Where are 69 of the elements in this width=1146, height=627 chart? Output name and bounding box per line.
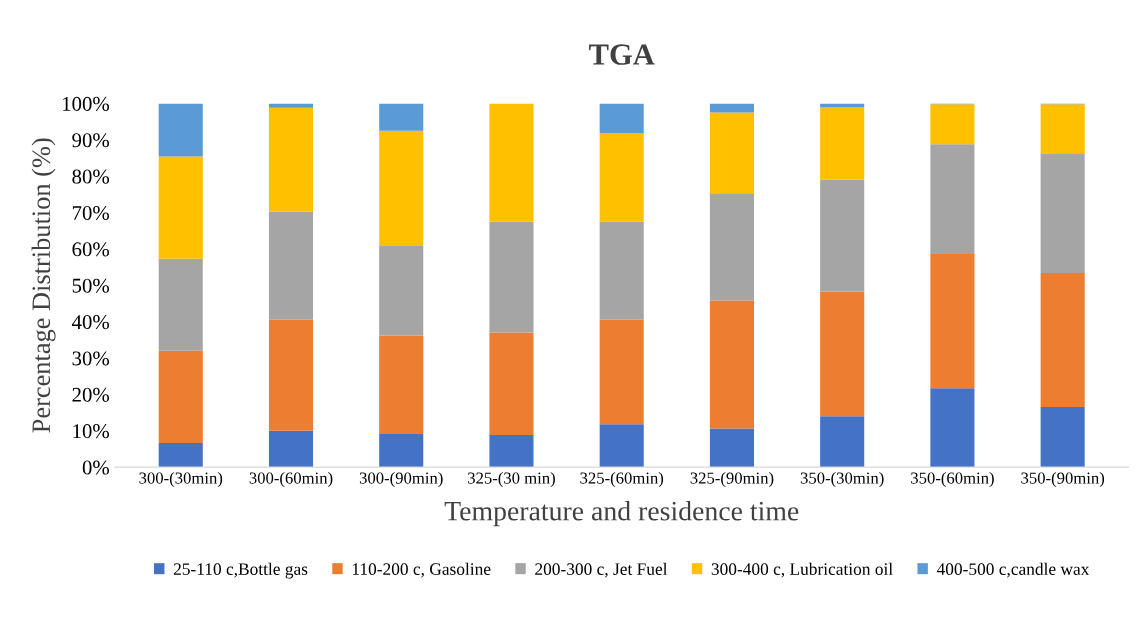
x-tick-label: 325-(90min) bbox=[690, 471, 774, 488]
legend-label: 25-110 c,Bottle gas bbox=[173, 562, 308, 579]
bar bbox=[1040, 407, 1085, 468]
x-tick-label: 350-(90min) bbox=[1021, 471, 1105, 488]
bar bbox=[379, 335, 424, 435]
y-axis-title: Percentage Distribution (%) bbox=[31, 138, 56, 433]
bar bbox=[158, 103, 203, 157]
bar bbox=[1040, 104, 1085, 154]
bar bbox=[709, 428, 754, 468]
bar bbox=[489, 103, 534, 222]
bar bbox=[1040, 154, 1085, 273]
bar bbox=[489, 435, 534, 468]
x-tick-label: 300-(90min) bbox=[359, 471, 443, 488]
legend-label: 300-400 c, Lubrication oil bbox=[711, 562, 893, 578]
bar bbox=[158, 350, 203, 444]
bar bbox=[489, 221, 534, 333]
x-tick-label: 325-(30 min) bbox=[468, 471, 555, 488]
bar bbox=[158, 443, 203, 468]
bar bbox=[599, 132, 644, 222]
bar bbox=[930, 254, 975, 389]
bar bbox=[709, 103, 754, 113]
x-tick-label: 350-(60min) bbox=[911, 471, 994, 488]
bar bbox=[820, 291, 865, 417]
bar bbox=[1040, 272, 1085, 408]
x-tick-label: 300-(30min) bbox=[139, 471, 223, 488]
bar bbox=[268, 319, 314, 431]
y-tick-label: 30% bbox=[72, 351, 110, 366]
bar bbox=[820, 416, 865, 468]
chart-title: TGA bbox=[589, 44, 655, 65]
bar bbox=[268, 211, 314, 320]
y-tick-label: 90% bbox=[72, 133, 110, 148]
y-tick-label: 0% bbox=[82, 460, 110, 475]
bar bbox=[379, 103, 424, 131]
bar bbox=[268, 103, 314, 108]
bar bbox=[709, 300, 754, 429]
bar bbox=[158, 258, 203, 351]
bar bbox=[930, 388, 975, 468]
bar bbox=[930, 104, 975, 145]
bar bbox=[599, 424, 644, 468]
y-tick-label: 50% bbox=[72, 278, 110, 293]
bar bbox=[599, 221, 644, 320]
legend-label: 400-500 c,candle wax bbox=[936, 562, 1090, 578]
legend-label: 110-200 c, Gasoline bbox=[352, 562, 491, 578]
bar bbox=[930, 144, 975, 255]
y-tick-label: 100% bbox=[62, 96, 110, 111]
bar bbox=[709, 194, 754, 301]
bar bbox=[158, 156, 203, 259]
bar bbox=[379, 130, 424, 246]
y-tick-label: 40% bbox=[71, 315, 110, 330]
x-tick-label: 350-(30min) bbox=[800, 471, 884, 488]
legend-label: 200-300 c, Jet Fuel bbox=[535, 562, 668, 578]
bar bbox=[599, 319, 644, 425]
bar bbox=[379, 245, 424, 336]
y-tick-label: 10% bbox=[73, 424, 110, 439]
bar bbox=[820, 107, 865, 180]
bar bbox=[379, 434, 424, 468]
bar bbox=[820, 179, 865, 292]
x-tick-label: 300-(60min) bbox=[249, 471, 333, 488]
y-tick-label: 60% bbox=[72, 242, 110, 257]
bar bbox=[268, 430, 314, 468]
x-axis-title: Temperature and residence time bbox=[444, 500, 799, 527]
y-tick-label: 70% bbox=[72, 205, 110, 221]
bar bbox=[489, 332, 534, 436]
bar bbox=[268, 107, 314, 212]
y-tick-label: 80% bbox=[72, 169, 110, 184]
x-tick-label: 325-(60min) bbox=[580, 471, 664, 488]
bar bbox=[709, 112, 754, 195]
y-tick-label: 20% bbox=[72, 387, 110, 402]
bar bbox=[599, 103, 644, 133]
